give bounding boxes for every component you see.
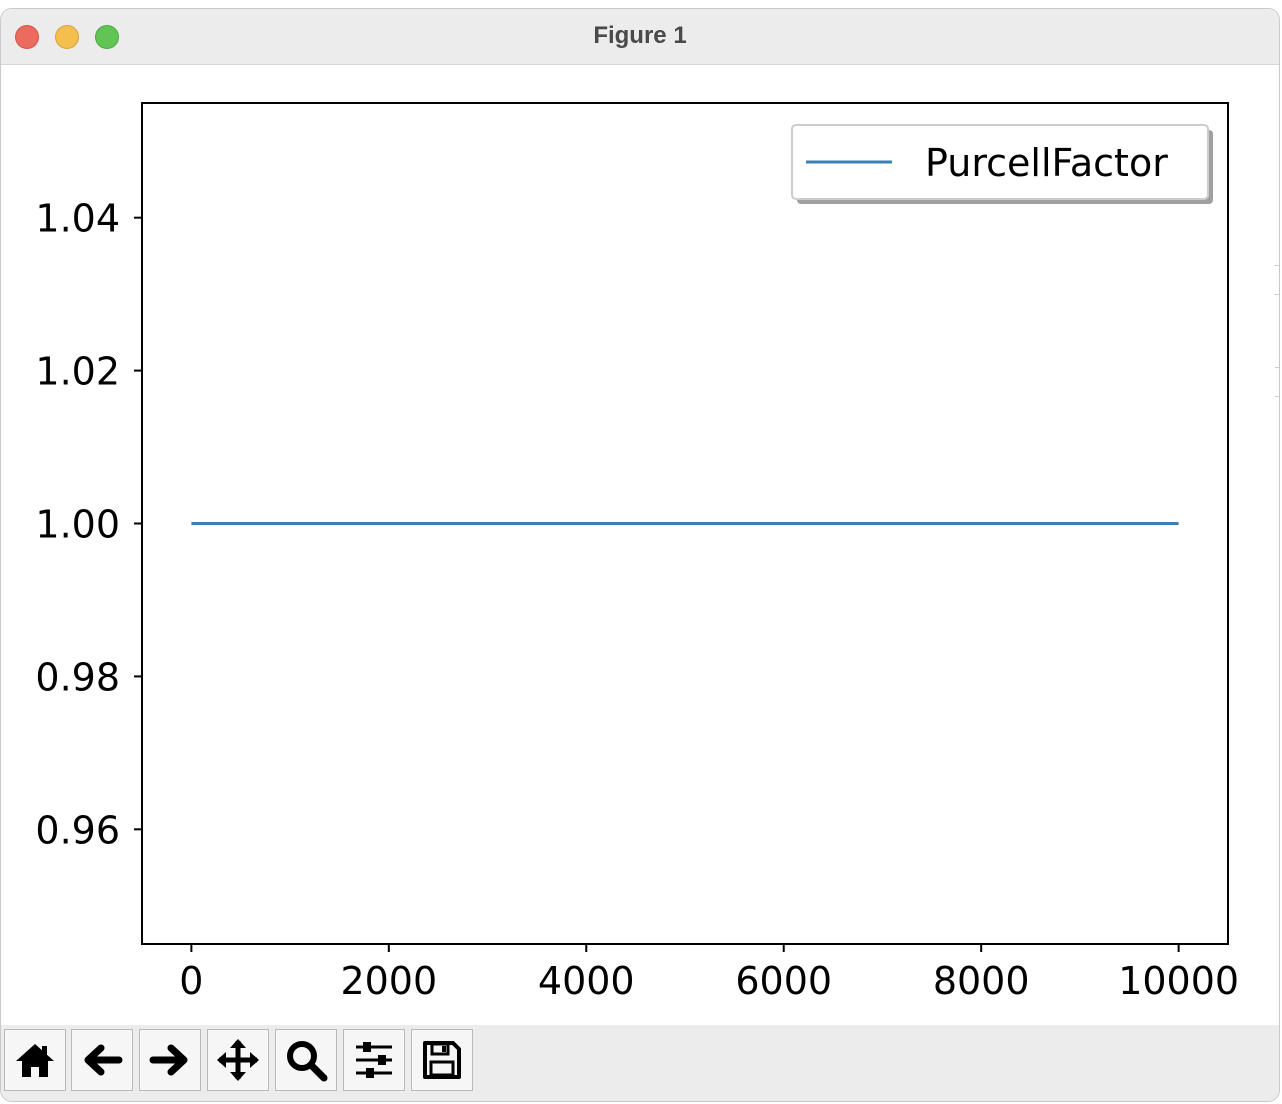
y-tick-label: 0.98 [35, 655, 120, 699]
save-button[interactable] [411, 1029, 473, 1091]
line-chart[interactable]: 0 2000 4000 6000 8000 10000 0.96 0.98 1.00 1.02 1.… [1, 65, 1280, 1025]
home-button[interactable] [4, 1029, 66, 1091]
pan-button[interactable] [207, 1029, 269, 1091]
x-tick-label: 0 [179, 959, 203, 1003]
y-tick-label: 1.00 [35, 503, 120, 547]
x-tick-label: 8000 [933, 959, 1030, 1003]
window-edge-mark [1275, 367, 1279, 397]
sliders-icon [356, 1042, 392, 1078]
home-icon [16, 1044, 54, 1077]
x-tick-label: 2000 [340, 959, 437, 1003]
y-tick-label: 0.96 [35, 808, 120, 852]
navigation-toolbar [1, 1025, 1279, 1101]
minimize-window-button[interactable] [55, 25, 79, 49]
legend-box [791, 124, 1209, 200]
x-tick-label: 4000 [538, 959, 635, 1003]
close-window-button[interactable] [15, 25, 39, 49]
forward-button[interactable] [139, 1029, 201, 1091]
save-icon [423, 1041, 461, 1079]
arrow-right-icon [149, 1044, 188, 1076]
x-tick-label: 6000 [735, 959, 832, 1003]
maximize-window-button[interactable] [95, 25, 119, 49]
back-button[interactable] [71, 1029, 133, 1091]
y-tick-label: 1.02 [35, 350, 120, 394]
plot-area[interactable]: 0 2000 4000 6000 8000 10000 0.96 0.98 1.00 1.02 1.… [1, 65, 1280, 1025]
configure-subplots-button[interactable] [343, 1029, 405, 1091]
figure-window: Figure 1 0 2000 4000 6000 8000 10000 0.96 0.98 1… [0, 8, 1280, 1102]
x-tick-label: 10000 [1118, 959, 1239, 1003]
window-edge-mark [1275, 265, 1279, 295]
zoom-button[interactable] [275, 1029, 337, 1091]
legend-label: PurcellFactor [925, 141, 1168, 185]
move-icon [217, 1039, 259, 1081]
window-title: Figure 1 [593, 22, 687, 49]
arrow-left-icon [84, 1044, 123, 1076]
y-tick-label: 1.04 [35, 197, 120, 241]
title-bar: Figure 1 [1, 9, 1279, 65]
search-icon [287, 1041, 328, 1082]
